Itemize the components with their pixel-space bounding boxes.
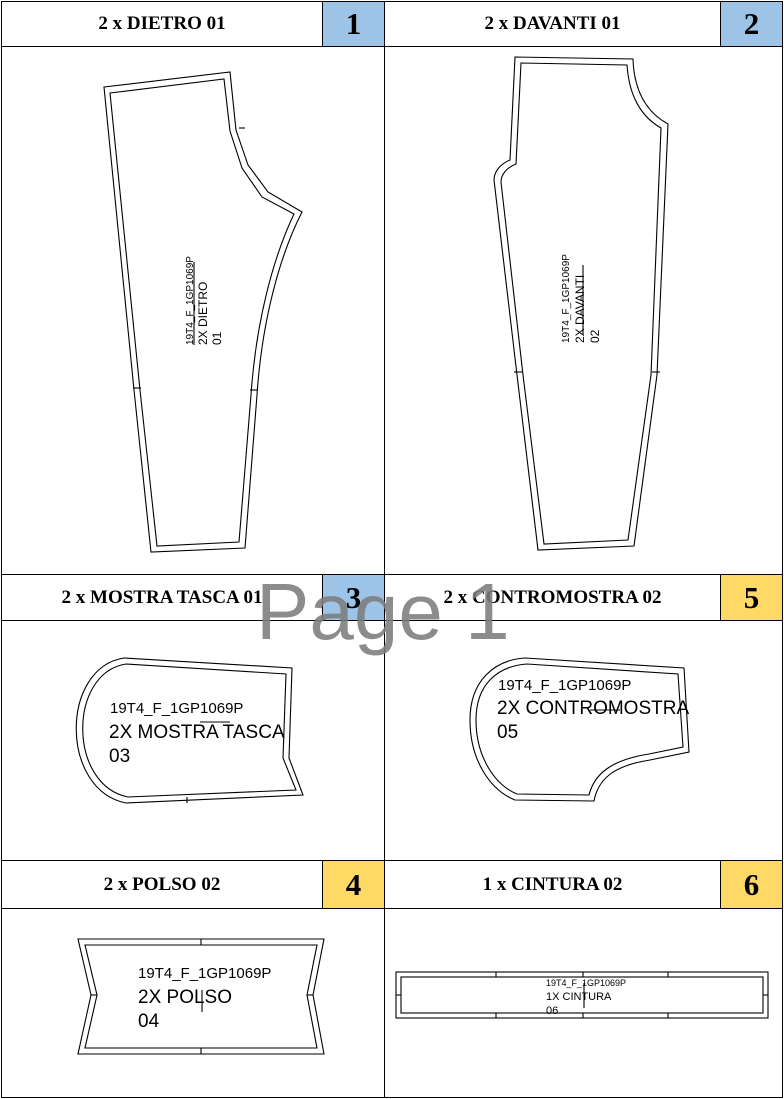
cell-piece-5	[384, 620, 783, 861]
piece-2-label-line-3: 02	[588, 329, 602, 343]
piece-3-label-line-2: 2X MOSTRA TASCA	[109, 722, 285, 743]
piece-6-label-line-2: 1X CINTURA	[546, 991, 612, 1003]
piece-5-label-line-3: 05	[497, 722, 518, 743]
piece-1-label: 19T4_F_1GP1069P 2X DIETRO 01	[185, 256, 224, 345]
piece-5-label-line-1: 19T4_F_1GP1069P	[498, 677, 631, 694]
piece-4-label-line-3: 04	[138, 1011, 160, 1032]
piece-4-label: 19T4_F_1GP1069P 2X POLSO 04	[138, 965, 271, 1032]
piece-1-label-line-1: 19T4_F_1GP1069P	[185, 256, 196, 345]
header-piece-2: 2 x DAVANTI 01 2	[384, 1, 783, 47]
piece-2-label: 19T4_F_1GP1069P 2X DAVANTI 02	[561, 254, 602, 343]
piece-1-outline	[103, 71, 303, 553]
piece-5-label: 19T4_F_1GP1069P 2X CONTROMOSTRA 05	[497, 677, 689, 743]
piece-2-title: 2 x DAVANTI 01	[484, 13, 621, 34]
cell-piece-3	[1, 620, 385, 861]
piece-6-outline	[395, 971, 769, 1019]
piece-6-title: 1 x CINTURA 02	[482, 873, 623, 895]
piece-4-outline	[77, 938, 325, 1055]
piece-2-outline	[493, 56, 669, 551]
piece-6-label-line-3: 06	[546, 1005, 558, 1017]
header-piece-1: 2 x DIETRO 01 1	[1, 1, 385, 47]
piece-3-title: 2 x MOSTRA TASCA 01	[61, 586, 263, 608]
piece-4-title: 2 x POLSO 02	[103, 873, 221, 895]
piece-6-label: 19T4_F_1GP1069P 1X CINTURA 06	[546, 978, 626, 1017]
header-piece-5: 2 x CONTROMOSTRA 02 5	[384, 574, 783, 621]
piece-5-title: 2 x CONTROMOSTRA 02	[443, 586, 662, 608]
piece-3-outline	[75, 657, 304, 804]
piece-2-label-line-2: 2X DAVANTI	[573, 275, 587, 343]
piece-1-label-line-2: 2X DIETRO	[196, 282, 210, 345]
cell-piece-2	[384, 46, 783, 575]
piece-2-label-line-1: 19T4_F_1GP1069P	[561, 254, 572, 343]
piece-6-number: 6	[720, 861, 782, 908]
piece-6-label-line-1: 19T4_F_1GP1069P	[546, 978, 626, 988]
piece-3-label-line-3: 03	[109, 746, 130, 767]
piece-5-outline	[469, 657, 690, 802]
piece-4-label-line-1: 19T4_F_1GP1069P	[138, 965, 271, 982]
piece-1-number: 1	[322, 2, 384, 46]
piece-2-number: 2	[720, 2, 782, 46]
piece-1-label-line-3: 01	[210, 331, 224, 345]
cell-piece-1	[1, 46, 385, 575]
piece-4-label-line-2: 2X POLSO	[138, 987, 232, 1008]
piece-3-label: 19T4_F_1GP1069P 2X MOSTRA TASCA 03	[109, 700, 285, 767]
header-piece-3: 2 x MOSTRA TASCA 01 3	[1, 574, 385, 621]
piece-5-number: 5	[720, 575, 782, 620]
piece-4-number: 4	[322, 861, 384, 908]
header-piece-4: 2 x POLSO 02 4	[1, 860, 385, 909]
header-piece-6: 1 x CINTURA 02 6	[384, 860, 783, 909]
piece-3-number: 3	[322, 575, 384, 620]
piece-1-title: 2 x DIETRO 01	[98, 13, 226, 34]
piece-5-label-line-2: 2X CONTROMOSTRA	[497, 698, 689, 719]
cell-piece-4	[1, 908, 385, 1098]
piece-3-label-line-1: 19T4_F_1GP1069P	[110, 700, 243, 717]
